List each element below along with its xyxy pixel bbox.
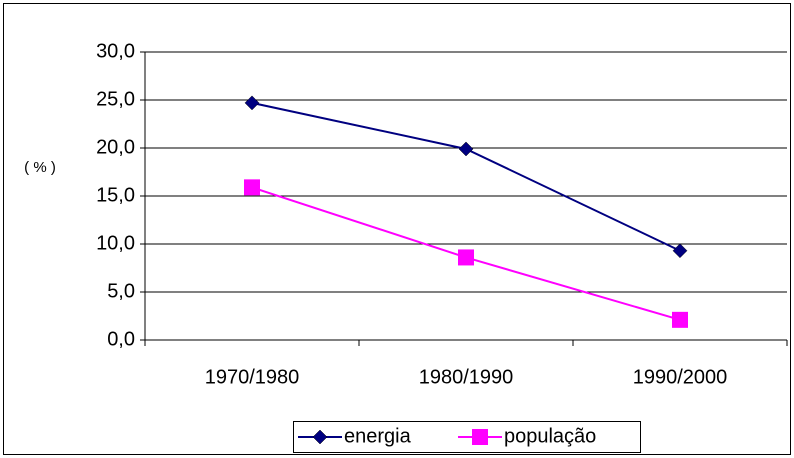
legend-label: população: [504, 425, 596, 447]
legend-label: energia: [344, 425, 412, 447]
y-axis-label: ( % ): [24, 159, 56, 176]
marker: [672, 243, 688, 259]
x-tick-label: 1980/1990: [419, 366, 514, 388]
y-tick-label: 30,0: [96, 40, 135, 62]
x-tick-label: 1990/2000: [633, 366, 728, 388]
y-tick-label: 0,0: [107, 328, 135, 350]
marker: [458, 141, 474, 157]
legend-marker: [472, 429, 488, 445]
marker: [672, 311, 688, 328]
y-tick-label: 25,0: [96, 88, 135, 110]
marker: [244, 179, 260, 196]
marker: [458, 249, 474, 266]
marker: [244, 95, 260, 111]
y-tick-label: 5,0: [107, 280, 135, 302]
legend-marker: [312, 429, 328, 445]
chart-border: [3, 3, 791, 455]
x-tick-label: 1970/1980: [205, 366, 300, 388]
y-tick-label: 15,0: [96, 184, 135, 206]
y-tick-label: 10,0: [96, 232, 135, 254]
y-tick-label: 20,0: [96, 136, 135, 158]
